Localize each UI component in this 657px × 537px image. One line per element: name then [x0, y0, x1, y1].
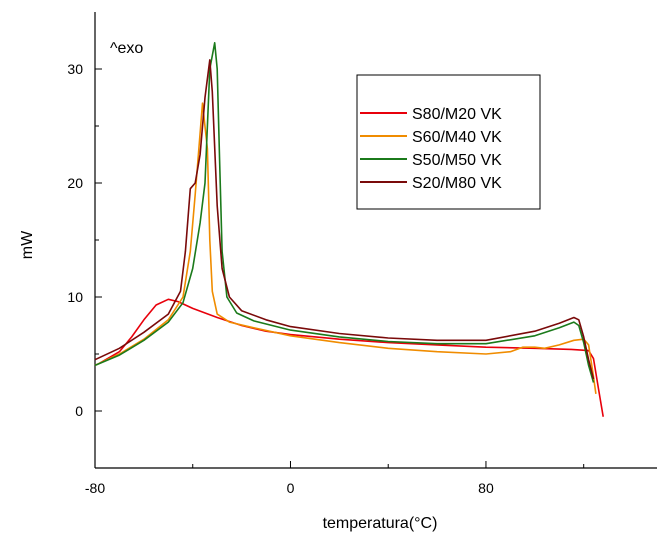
x-tick-label: 0 [287, 480, 295, 496]
y-tick-label: 10 [67, 289, 83, 305]
legend: S80/M20 VK S60/M40 VK S50/M50 VK S20/M80 VK [356, 74, 541, 210]
x-tick-label: 80 [478, 480, 494, 496]
legend-label: S60/M40 VK [412, 129, 502, 146]
y-axis-label: mW [19, 230, 36, 259]
legend-label: S20/M80 VK [412, 175, 502, 192]
y-tick-label: 30 [67, 61, 83, 77]
legend-box [356, 74, 541, 210]
legend-label: S80/M20 VK [412, 106, 502, 123]
legend-label: S50/M50 VK [412, 152, 502, 169]
y-tick-label: 0 [75, 403, 83, 419]
x-tick-label: -80 [85, 480, 105, 496]
series-line [94, 102, 597, 395]
series-line [94, 42, 595, 383]
series-line [94, 59, 595, 380]
exo-annotation: ^exo [110, 40, 143, 57]
series-line [99, 298, 604, 417]
y-tick-label: 20 [67, 175, 83, 191]
x-axis-label: temperatura(°C) [323, 515, 438, 532]
